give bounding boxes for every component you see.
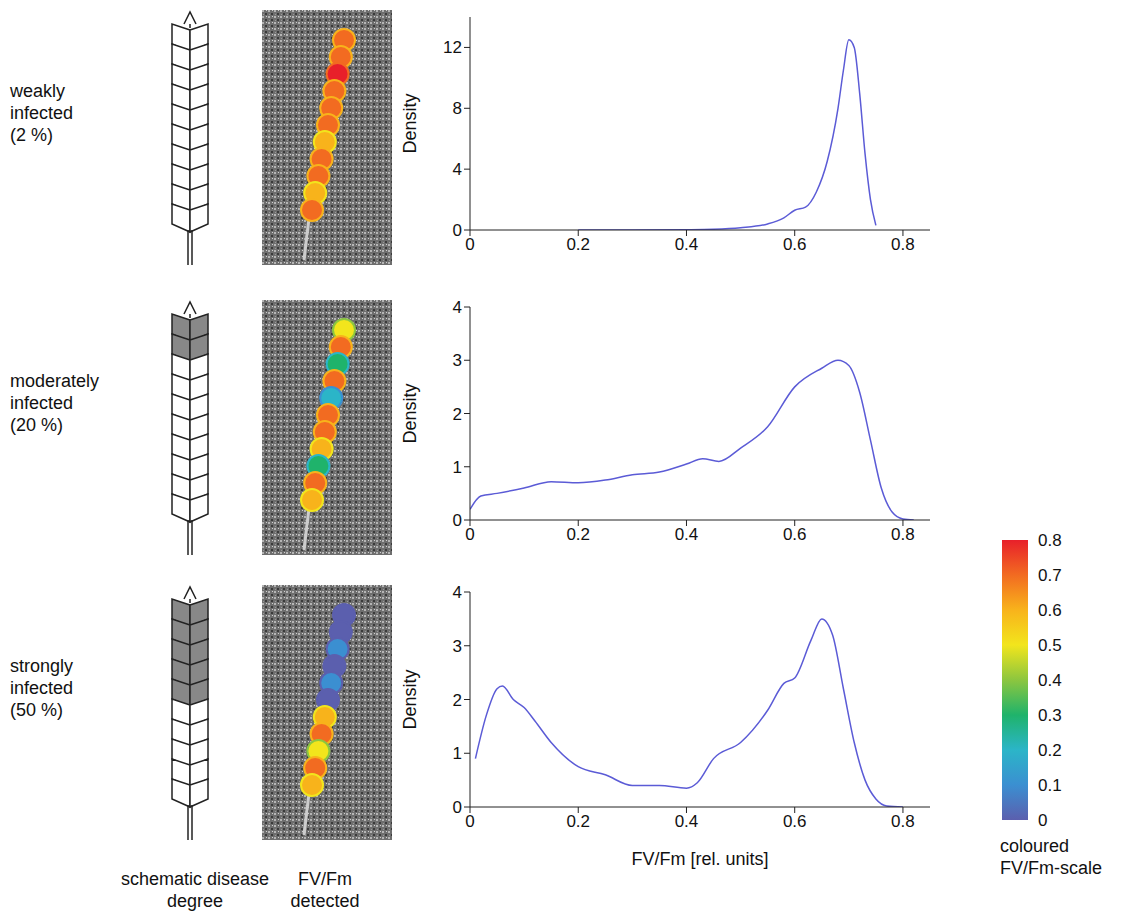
html-text:(20 %): (20 %) (10, 415, 63, 435)
svg-text:0.2: 0.2 (1038, 741, 1062, 760)
svg-text:0.4: 0.4 (675, 235, 699, 254)
svg-text:Density: Density (400, 383, 420, 443)
html-text:weakly infected: weakly infected (10, 81, 73, 123)
svg-text:0.1: 0.1 (1038, 776, 1062, 795)
svg-text:0.6: 0.6 (1038, 601, 1062, 620)
svg-text:0.2: 0.2 (566, 525, 590, 544)
svg-text:0.5: 0.5 (1038, 636, 1062, 655)
svg-text:0: 0 (465, 812, 474, 831)
svg-text:0.2: 0.2 (566, 812, 590, 831)
html-text:strongly infected: strongly infected (10, 656, 73, 698)
svg-text:3: 3 (453, 637, 462, 656)
svg-text:0.4: 0.4 (675, 812, 699, 831)
svg-text:Density: Density (400, 93, 420, 153)
svg-text:FV/Fm [rel. units]: FV/Fm [rel. units] (631, 849, 768, 869)
svg-text:0: 0 (453, 221, 462, 240)
html-text:moderately infected: moderately infected (10, 371, 99, 413)
svg-text:2: 2 (453, 691, 462, 710)
svg-text:4: 4 (453, 298, 462, 317)
svg-text:0.8: 0.8 (1038, 531, 1062, 550)
svg-text:0: 0 (465, 235, 474, 254)
svg-text:0.7: 0.7 (1038, 566, 1062, 585)
svg-text:0.3: 0.3 (1038, 706, 1062, 725)
svg-text:8: 8 (453, 99, 462, 118)
svg-text:Density: Density (400, 669, 420, 729)
svg-text:0: 0 (465, 525, 474, 544)
html-text:coloured FV/Fm-scale: coloured FV/Fm-scale (1000, 836, 1102, 878)
svg-text:0.8: 0.8 (891, 525, 915, 544)
svg-text:0: 0 (1038, 811, 1047, 830)
svg-text:0: 0 (453, 511, 462, 530)
html-text:FV/Fm detected: FV/Fm detected (290, 869, 360, 911)
svg-text:0.4: 0.4 (675, 525, 699, 544)
svg-text:12: 12 (443, 38, 462, 57)
svg-text:0.4: 0.4 (1038, 671, 1062, 690)
svg-text:0: 0 (453, 798, 462, 817)
svg-text:4: 4 (453, 583, 462, 602)
html-text:(50 %): (50 %) (10, 700, 63, 720)
svg-text:0.8: 0.8 (891, 812, 915, 831)
svg-text:1: 1 (453, 744, 462, 763)
svg-text:0.6: 0.6 (783, 812, 807, 831)
html-text:(2 %): (2 %) (10, 125, 53, 145)
svg-text:1: 1 (453, 458, 462, 477)
svg-text:0.8: 0.8 (891, 235, 915, 254)
svg-text:3: 3 (453, 351, 462, 370)
svg-text:2: 2 (453, 405, 462, 424)
svg-text:4: 4 (453, 160, 462, 179)
svg-text:0.2: 0.2 (566, 235, 590, 254)
html-text:schematic disease degree: schematic disease degree (121, 869, 269, 911)
svg-text:0.6: 0.6 (783, 525, 807, 544)
svg-text:0.6: 0.6 (783, 235, 807, 254)
